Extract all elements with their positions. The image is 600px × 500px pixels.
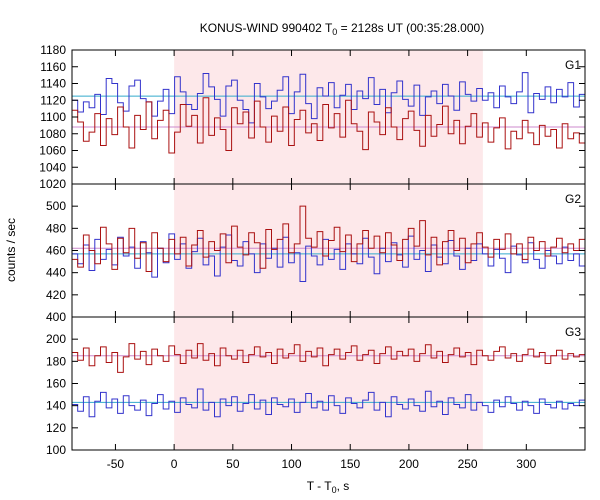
- x-tick-label-250: 250: [458, 457, 478, 471]
- panel-g1-y-tick-label-1180: 1180: [40, 43, 66, 57]
- panel-g2-y-tick-label-480: 480: [46, 221, 66, 235]
- panel-g3-y-tick-label-140: 140: [46, 399, 66, 413]
- panel-g1-label: G1: [565, 58, 581, 72]
- x-tick-label-200: 200: [399, 457, 419, 471]
- x-tick-label-100: 100: [282, 457, 302, 471]
- panel-g2-y-tick-label-400: 400: [46, 310, 66, 324]
- panel-g1-y-tick-label-1040: 1040: [39, 160, 66, 174]
- panel-g1-y-tick-label-1120: 1120: [40, 93, 66, 107]
- panel-g1: 1020 1040 1060 1080 1100 1120 1140 1160 1180 G1: [39, 43, 586, 191]
- panel-g1-y-tick-label-1100: 1100: [40, 110, 66, 124]
- panel-g3-y-tick-label-160: 160: [46, 377, 66, 391]
- panel-g1-y-tick-label-1160: 1160: [40, 60, 66, 74]
- panel-g3-shaded-interval: [174, 317, 483, 450]
- panel-g2-series-2-line: [72, 205, 585, 273]
- panel-g1-series-2-line: [72, 97, 585, 154]
- x-tick-label-50: 50: [226, 457, 240, 471]
- panel-g1-y-tick-label-1140: 1140: [40, 77, 66, 91]
- panel-g3-series-1-line: [72, 343, 585, 373]
- x-tick-label-300: 300: [516, 457, 536, 471]
- panel-g1-y-tick-label-1080: 1080: [39, 127, 66, 141]
- panel-g3-series-2-line: [72, 388, 585, 418]
- panel-g3: 100 120 140 160 180 200 G3: [46, 316, 586, 457]
- panel-g2-y-tick-label-500: 500: [46, 199, 66, 213]
- x-tick-label--50: -50: [107, 457, 125, 471]
- panel-g2: 400 420 440 460 480 500 G2: [46, 183, 586, 324]
- panel-g2-y-tick-label-460: 460: [46, 244, 66, 258]
- panel-g3-label: G3: [565, 325, 581, 339]
- x-tick-label-150: 150: [340, 457, 360, 471]
- panel-g1-y-tick-label-1020: 1020: [39, 177, 66, 191]
- panels-group: 1020 1040 1060 1080 1100 1120 1140 1160 1180 G1 40…: [39, 43, 586, 471]
- panel-g3-y-tick-label-180: 180: [46, 354, 66, 368]
- panel-g3-y-tick-label-200: 200: [46, 332, 66, 346]
- x-tick-label-0: 0: [171, 457, 178, 471]
- x-axis-label: T - T0, s: [307, 479, 350, 495]
- panel-g2-y-tick-label-440: 440: [46, 266, 66, 280]
- panel-g3-y-tick-label-100: 100: [46, 443, 66, 457]
- y-axis-label: counts / sec: [4, 218, 18, 282]
- panel-g1-series-1-line: [72, 72, 585, 124]
- panel-g1-y-tick-label-1060: 1060: [39, 144, 66, 158]
- panel-g3-y-tick-label-120: 120: [46, 421, 66, 435]
- panel-g2-y-tick-label-420: 420: [46, 288, 66, 302]
- chart-title: KONUS-WIND 990402 T0 = 2128s UT (00:35:2…: [200, 21, 484, 37]
- panel-g2-label: G2: [565, 192, 581, 206]
